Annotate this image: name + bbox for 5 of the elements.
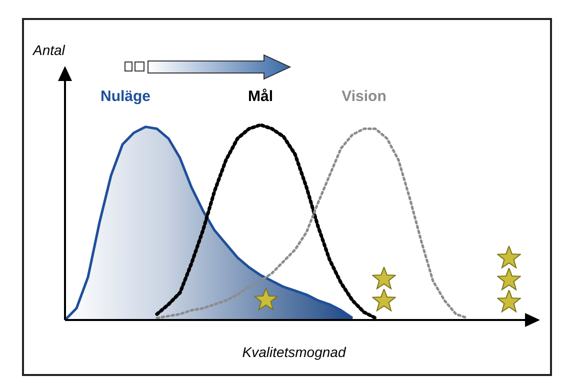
x-axis-title: Kvalitetsmognad xyxy=(241,344,348,360)
series-label: Mål xyxy=(246,88,274,105)
series-label: Vision xyxy=(340,88,388,105)
y-axis-title: Antal xyxy=(33,42,65,58)
legend-label: Nuläge xyxy=(99,88,152,105)
